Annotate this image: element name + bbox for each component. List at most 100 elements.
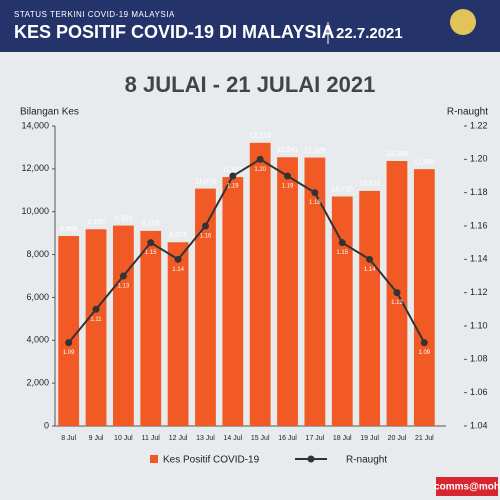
header-kicker: STATUS TERKINI COVID-19 MALAYSIA [14,10,175,19]
legend-swatch [307,455,315,463]
r-point [147,239,155,247]
bar [167,242,189,426]
header-band [0,0,500,52]
r-point [311,189,319,197]
y2-axis-label: R-naught [447,107,488,118]
y-tick-label: 2,000 [26,378,49,388]
r-point [420,339,428,347]
r-value-label: 1.14 [172,267,184,273]
bar [222,177,244,426]
y2-tick-label: 1.06 [470,387,488,397]
r-value-label: 1.12 [391,300,403,306]
r-point [119,272,127,280]
r-point [393,289,401,297]
r-point [92,305,100,313]
x-tick-label: 10 Jul [114,435,133,442]
y2-tick-label: 1.14 [470,254,488,264]
x-tick-label: 21 Jul [415,435,434,442]
r-point [229,172,237,180]
r-value-label: 1.11 [90,317,102,323]
x-tick-label: 18 Jul [333,435,352,442]
bar-value-label: 12,366 [386,151,408,158]
y-tick-label: 12,000 [21,163,49,173]
bar [331,196,353,426]
bar-value-label: 10,972 [359,181,381,188]
y-tick-label: 8,000 [26,249,49,259]
y2-tick-label: 1.22 [470,120,488,130]
r-value-label: 1.18 [309,200,321,206]
r-value-label: 1.16 [200,234,212,240]
y-tick-label: 4,000 [26,335,49,345]
bar [249,142,271,427]
y2-tick-label: 1.16 [470,220,488,230]
r-value-label: 1.09 [63,350,75,356]
r-point [201,222,209,230]
bar [140,230,162,426]
legend-label: Kes Positif COVID-19 [163,455,260,466]
y-tick-label: 6,000 [26,292,49,302]
chart-title: 8 JULAI - 21 JULAI 2021 [125,72,376,97]
y2-tick-label: 1.08 [470,354,488,364]
x-tick-label: 19 Jul [360,435,379,442]
y2-tick-label: 1.18 [470,187,488,197]
bar-value-label: 8,868 [60,226,78,233]
bar-value-label: 9,105 [142,221,160,228]
r-value-label: 1.15 [145,250,157,256]
header-title: KES POSITIF COVID-19 DI MALAYSIA [14,22,334,42]
x-tick-label: 13 Jul [196,435,215,442]
footer-text: comms@moh [434,482,500,493]
x-tick-label: 11 Jul [142,435,161,442]
r-point [366,255,374,263]
y-tick-label: 14,000 [21,120,49,130]
bar-value-label: 12,528 [304,147,326,154]
bar [58,235,80,426]
x-tick-label: 8 Jul [61,435,76,442]
bar-value-label: 12,541 [277,147,299,154]
bar-value-label: 13,215 [249,133,271,140]
x-tick-label: 16 Jul [278,435,297,442]
bar [277,157,298,426]
r-value-label: 1.13 [118,284,130,290]
r-value-label: 1.09 [418,350,430,356]
y2-tick-label: 1.12 [470,287,488,297]
x-tick-label: 9 Jul [89,435,104,442]
bar-value-label: 8,574 [169,232,187,239]
r-point [65,339,73,347]
logo [450,9,476,35]
bar [413,169,435,426]
y2-tick-label: 1.10 [470,320,488,330]
bar-value-label: 9,353 [115,215,133,222]
r-value-label: 1.19 [282,184,294,190]
x-tick-label: 14 Jul [223,435,242,442]
r-value-label: 1.15 [336,250,348,256]
x-tick-label: 15 Jul [251,435,270,442]
r-line [67,158,426,344]
bar-value-label: 9,180 [87,219,105,226]
bar [85,229,107,426]
x-tick-label: 12 Jul [169,435,188,442]
r-point [338,239,346,247]
x-tick-label: 17 Jul [306,435,325,442]
legend-swatch [150,455,158,463]
header-date: 22.7.2021 [336,25,403,42]
bar-value-label: 11,079 [195,178,216,185]
bar [195,188,216,426]
y-tick-label: 0 [44,420,49,430]
r-point [256,155,264,163]
bar-value-label: 11,985 [414,159,435,166]
bar [304,157,326,427]
y-axis-label: Bilangan Kes [20,107,79,118]
r-value-label: 1.19 [227,184,239,190]
footer-badge [436,477,498,496]
bar [112,225,134,426]
y2-tick-label: 1.20 [470,154,488,164]
bar-value-label: 10,710 [332,186,354,193]
bar-value-label: 11,618 [222,167,243,174]
y2-tick-label: 1.04 [470,420,488,430]
y-tick-label: 10,000 [21,206,49,216]
r-value-label: 1.14 [364,267,376,273]
x-tick-label: 20 Jul [388,435,407,442]
legend-label: R-naught [346,455,387,466]
bar [359,190,381,426]
